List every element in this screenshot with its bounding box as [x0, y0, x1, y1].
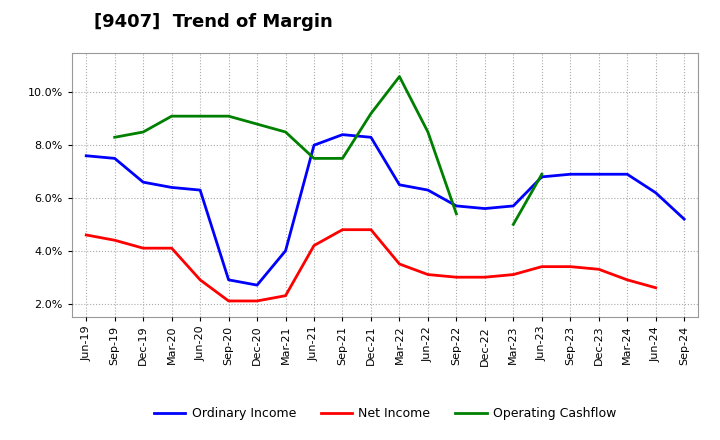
Net Income: [452, 275, 461, 280]
Operating Cashflow: [537, 172, 546, 177]
Net Income: [82, 232, 91, 238]
Operating Cashflow: [225, 114, 233, 119]
Net Income: [167, 246, 176, 251]
Operating Cashflow: [110, 135, 119, 140]
Operating Cashflow: [338, 156, 347, 161]
Ordinary Income: [167, 185, 176, 190]
Ordinary Income: [509, 203, 518, 209]
Operating Cashflow: [623, 63, 631, 69]
Ordinary Income: [310, 143, 318, 148]
Ordinary Income: [395, 182, 404, 187]
Ordinary Income: [423, 187, 432, 193]
Operating Cashflow: [196, 114, 204, 119]
Line: Operating Cashflow: Operating Cashflow: [114, 66, 627, 224]
Operating Cashflow: [139, 129, 148, 135]
Ordinary Income: [338, 132, 347, 137]
Ordinary Income: [282, 248, 290, 253]
Operating Cashflow: [167, 114, 176, 119]
Ordinary Income: [196, 187, 204, 193]
Net Income: [623, 277, 631, 282]
Ordinary Income: [480, 206, 489, 211]
Net Income: [480, 275, 489, 280]
Net Income: [366, 227, 375, 232]
Operating Cashflow: [395, 74, 404, 79]
Operating Cashflow: [509, 222, 518, 227]
Net Income: [338, 227, 347, 232]
Net Income: [395, 261, 404, 267]
Line: Ordinary Income: Ordinary Income: [86, 135, 684, 285]
Net Income: [595, 267, 603, 272]
Ordinary Income: [253, 282, 261, 288]
Net Income: [139, 246, 148, 251]
Net Income: [225, 298, 233, 304]
Ordinary Income: [366, 135, 375, 140]
Net Income: [652, 285, 660, 290]
Ordinary Income: [680, 216, 688, 222]
Ordinary Income: [623, 172, 631, 177]
Operating Cashflow: [423, 129, 432, 135]
Net Income: [509, 272, 518, 277]
Net Income: [282, 293, 290, 298]
Operating Cashflow: [253, 121, 261, 127]
Operating Cashflow: [310, 156, 318, 161]
Net Income: [423, 272, 432, 277]
Net Income: [566, 264, 575, 269]
Operating Cashflow: [452, 211, 461, 216]
Ordinary Income: [595, 172, 603, 177]
Ordinary Income: [452, 203, 461, 209]
Operating Cashflow: [282, 129, 290, 135]
Operating Cashflow: [366, 111, 375, 116]
Net Income: [253, 298, 261, 304]
Legend: Ordinary Income, Net Income, Operating Cashflow: Ordinary Income, Net Income, Operating C…: [149, 402, 621, 425]
Net Income: [110, 238, 119, 243]
Ordinary Income: [82, 153, 91, 158]
Line: Net Income: Net Income: [86, 230, 656, 301]
Ordinary Income: [652, 190, 660, 195]
Ordinary Income: [139, 180, 148, 185]
Ordinary Income: [537, 174, 546, 180]
Net Income: [537, 264, 546, 269]
Net Income: [310, 243, 318, 248]
Ordinary Income: [566, 172, 575, 177]
Text: [9407]  Trend of Margin: [9407] Trend of Margin: [94, 13, 333, 31]
Ordinary Income: [110, 156, 119, 161]
Ordinary Income: [225, 277, 233, 282]
Net Income: [196, 277, 204, 282]
